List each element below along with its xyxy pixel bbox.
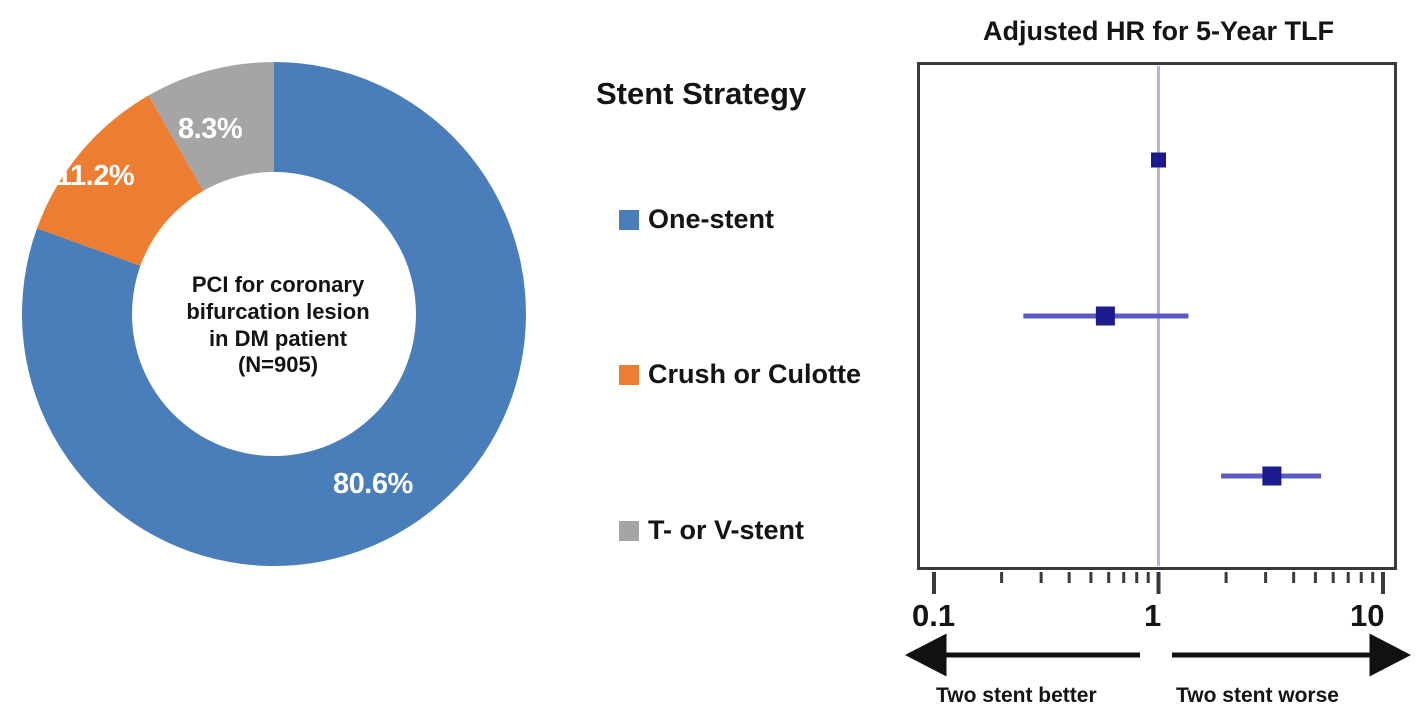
legend-label-t-or-v-stent: T- or V-stent xyxy=(648,515,805,545)
hazard-ratio-point-marker xyxy=(1151,152,1166,168)
legend-swatch-icon-t-or-v-stent xyxy=(619,520,639,541)
donut-slice-label-crush-or-culotte: 11.2% xyxy=(56,160,135,192)
legend-swatch-icon-one-stent xyxy=(619,209,639,230)
legend-label-crush-or-culotte: Crush or Culotte xyxy=(648,359,861,389)
legend-label-one-stent: One-stent xyxy=(648,204,775,234)
x-axis-tick-label-10: 10 xyxy=(1350,598,1385,633)
x-axis-tick-label-1: 1 xyxy=(1144,598,1162,633)
donut-slice-label-t-or-v-stent: 8.3% xyxy=(178,113,243,145)
hazard-ratio-point-marker xyxy=(1095,306,1115,326)
legend-swatch-icon-crush-or-culotte xyxy=(619,364,639,385)
right-arrow-caption: Two stent worse xyxy=(1176,684,1339,707)
legend-title: Stent Strategy xyxy=(596,76,807,111)
donut-chart-panel: 80.6% 11.2% 8.3% PCI for coronary bifurc… xyxy=(0,0,560,620)
donut-chart-svg xyxy=(22,62,526,566)
hazard-ratio-point-marker xyxy=(1262,466,1282,486)
forest-plot-svg xyxy=(905,66,1411,677)
left-arrow-caption: Two stent better xyxy=(936,684,1097,707)
forest-plot-panel: Adjusted HR for 5-Year TLF 0.1 1 xyxy=(900,0,1417,724)
donut-caption-line-1: PCI for coronary xyxy=(191,272,365,297)
donut-hole xyxy=(132,172,416,456)
forest-plot-title: Adjusted HR for 5-Year TLF xyxy=(982,16,1335,46)
x-axis-tick-label-0-1: 0.1 xyxy=(912,598,956,633)
legend-panel: Stent Strategy One-stent Crush or Culott… xyxy=(588,60,898,545)
donut-caption-line-3: in DM patient xyxy=(208,325,348,351)
forest-rows-group xyxy=(1023,152,1322,486)
legend-item-one-stent: One-stent xyxy=(619,204,774,235)
donut-caption-line-4: (N=905) xyxy=(237,352,319,378)
donut-caption-line-2: bifurcation lesion xyxy=(186,298,370,324)
legend-item-crush-or-culotte: Crush or Culotte xyxy=(619,359,861,390)
donut-center-caption: PCI for coronary bifurcation lesion in D… xyxy=(148,272,408,379)
legend-item-t-or-v-stent: T- or V-stent xyxy=(619,515,804,546)
donut-slice-label-one-stent: 80.6% xyxy=(333,468,413,500)
forest-axis-ticks-group xyxy=(932,572,1385,594)
